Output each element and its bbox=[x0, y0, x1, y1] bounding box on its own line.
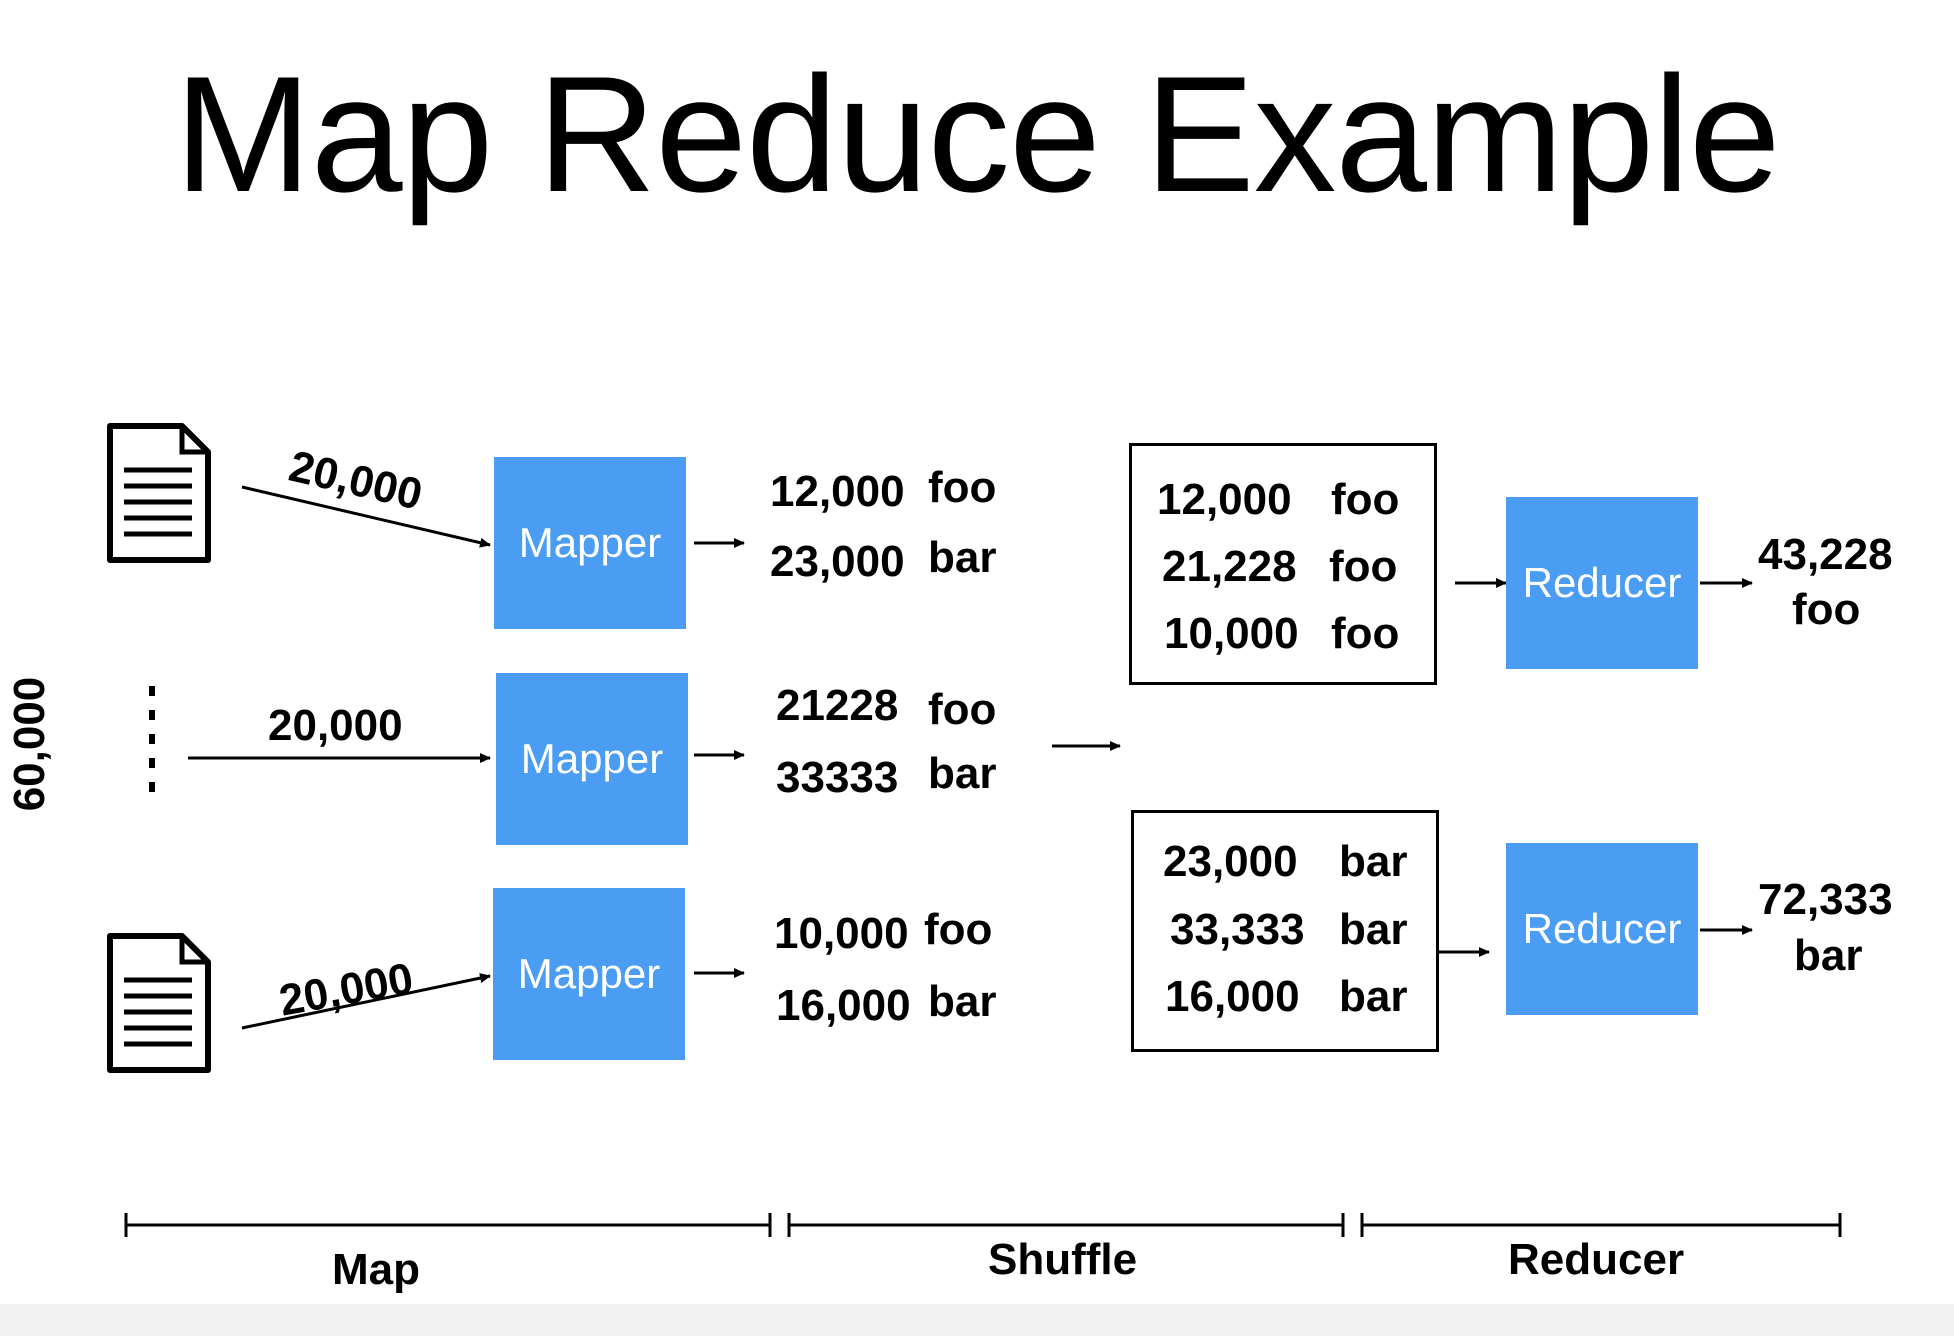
bottom-strip bbox=[0, 1304, 1954, 1336]
mapper-box: Mapper bbox=[494, 457, 686, 629]
mapper-output-count: 12,000 bbox=[770, 467, 905, 516]
phase-bracket-map bbox=[124, 1213, 772, 1237]
shuffle-group-foo bbox=[1129, 443, 1437, 685]
result-key: foo bbox=[1792, 585, 1861, 634]
mapper-output-key: foo bbox=[924, 905, 993, 954]
mapper-output-count: 10,000 bbox=[774, 909, 909, 958]
input-arrow bbox=[241, 485, 491, 548]
mapper-output-key: bar bbox=[928, 749, 997, 798]
ellipsis-dots bbox=[149, 686, 155, 792]
shuffle-group-bar bbox=[1131, 810, 1439, 1052]
phase-label-shuffle: Shuffle bbox=[988, 1235, 1138, 1284]
mapper-output-count: 33333 bbox=[776, 753, 899, 802]
document-icon bbox=[107, 933, 211, 1073]
shuffle-key: bar bbox=[1339, 905, 1408, 954]
phase-label-map: Map bbox=[332, 1245, 420, 1294]
reducer-box: Reducer bbox=[1506, 843, 1698, 1015]
shuffle-key: bar bbox=[1339, 837, 1408, 886]
shuffle-count: 21,228 bbox=[1162, 542, 1297, 591]
shuffle-key: foo bbox=[1331, 609, 1400, 658]
shuffle-count: 12,000 bbox=[1157, 475, 1292, 524]
shuffle-key: foo bbox=[1331, 475, 1400, 524]
mapper-output-count: 21228 bbox=[776, 681, 899, 730]
result-count: 72,333 bbox=[1758, 875, 1893, 924]
shuffle-count: 10,000 bbox=[1164, 609, 1299, 658]
shuffle-count: 33,333 bbox=[1170, 905, 1305, 954]
mapper-output-count: 16,000 bbox=[776, 981, 911, 1030]
document-icon bbox=[107, 423, 211, 563]
input-arrow bbox=[241, 973, 491, 1030]
mapper-output-count: 23,000 bbox=[770, 537, 905, 586]
total-input-label: 60,000 bbox=[5, 676, 54, 812]
mapper-box: Mapper bbox=[493, 888, 685, 1060]
phase-bracket-shuffle bbox=[787, 1213, 1345, 1237]
mapper-output-key: foo bbox=[928, 463, 997, 512]
shuffle-key: bar bbox=[1339, 972, 1408, 1021]
reducer-box: Reducer bbox=[1506, 497, 1698, 669]
result-count: 43,228 bbox=[1758, 530, 1893, 579]
mapper-output-key: bar bbox=[928, 533, 997, 582]
mapper-output-key: foo bbox=[928, 685, 997, 734]
shuffle-key: foo bbox=[1329, 542, 1398, 591]
shuffle-count: 23,000 bbox=[1163, 837, 1298, 886]
split-label: 20,000 bbox=[268, 701, 403, 750]
phase-bracket-reducer bbox=[1360, 1213, 1842, 1237]
phase-label-reducer: Reducer bbox=[1508, 1235, 1685, 1284]
shuffle-count: 16,000 bbox=[1165, 972, 1300, 1021]
mapper-box: Mapper bbox=[496, 673, 688, 845]
page-title: Map Reduce Example bbox=[174, 42, 1780, 226]
mapper-output-key: bar bbox=[928, 977, 997, 1026]
result-key: bar bbox=[1794, 931, 1863, 980]
